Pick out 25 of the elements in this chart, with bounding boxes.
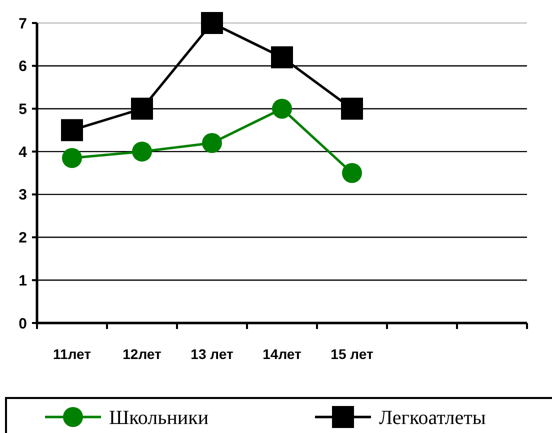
point: [62, 148, 82, 168]
point: [201, 12, 223, 34]
legend-label: Школьники: [109, 407, 209, 429]
y-tick-label: 3: [18, 186, 27, 204]
point: [272, 98, 292, 119]
point: [202, 133, 222, 153]
y-tick-label: 5: [18, 100, 27, 118]
y-tick-label: 0: [18, 315, 27, 332]
x-tick-label: 15 лет: [330, 346, 374, 362]
point: [61, 119, 83, 142]
x-tick-label: 12лет: [122, 346, 162, 362]
x-tick-label: 14лет: [262, 346, 302, 362]
x-tick-label: 13 лет: [190, 346, 234, 362]
point: [342, 163, 362, 183]
y-tick-label: 4: [18, 144, 28, 161]
legend-label: Легкоатлеты: [379, 407, 486, 429]
point: [132, 142, 152, 162]
y-tick-label: 1: [18, 272, 27, 290]
y-tick-label: 2: [18, 230, 27, 247]
point: [131, 98, 153, 120]
y-tick-label: 7: [18, 15, 27, 32]
x-tick-label: 11лет: [53, 346, 92, 362]
point: [341, 98, 363, 120]
y-tick-label: 6: [18, 58, 27, 76]
point: [271, 46, 293, 68]
